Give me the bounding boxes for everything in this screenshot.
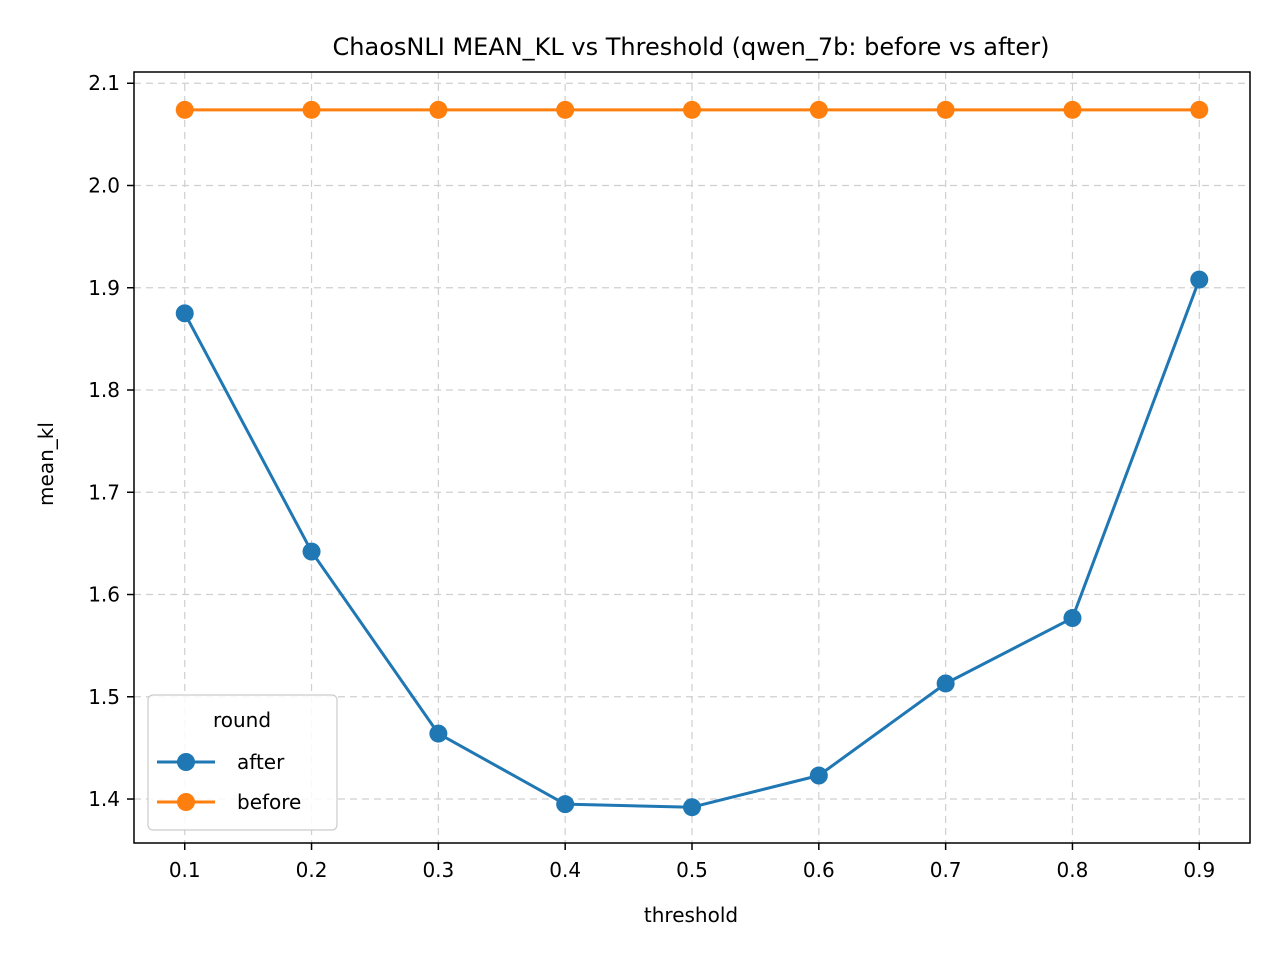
data-point-before-0.7: [936, 100, 955, 119]
series-layer: [175, 100, 1209, 817]
legend-box: [147, 694, 338, 831]
legend-before-label: before: [237, 790, 301, 814]
x-tick-label: 0.1: [169, 858, 201, 882]
legend-title: round: [213, 708, 271, 732]
y-tick-label: 1.8: [88, 378, 120, 402]
data-point-after-0.3: [429, 724, 448, 743]
x-tick-label: 0.2: [296, 858, 328, 882]
x-tick-label: 0.3: [422, 858, 454, 882]
data-point-after-0.1: [175, 304, 194, 323]
y-tick-label: 1.9: [88, 276, 120, 300]
x-tick-label: 0.5: [676, 858, 708, 882]
data-point-before-0.4: [556, 100, 575, 119]
data-point-after-0.4: [556, 795, 575, 814]
data-point-after-0.5: [683, 798, 701, 817]
data-point-after-0.6: [809, 766, 828, 785]
legend-before-marker: [177, 793, 195, 811]
x-tick-label: 0.9: [1183, 858, 1215, 882]
data-point-before-0.1: [175, 100, 194, 119]
x-tick-label: 0.6: [803, 858, 835, 882]
data-point-before-0.8: [1063, 100, 1082, 119]
y-axis-title: mean_kl: [34, 422, 58, 506]
y-tick-label: 1.4: [88, 787, 120, 811]
y-tick-label: 1.6: [88, 583, 120, 607]
x-tick-label: 0.4: [549, 858, 581, 882]
data-point-after-0.8: [1063, 609, 1082, 628]
y-tick-label: 1.7: [88, 480, 120, 504]
data-point-before-0.2: [302, 100, 321, 119]
x-axis-title: threshold: [644, 903, 738, 927]
x-tick-label: 0.7: [930, 858, 962, 882]
data-point-before-0.3: [429, 100, 448, 119]
chart-title: ChaosNLI MEAN_KL vs Threshold (qwen_7b: …: [333, 33, 1050, 61]
legend-after-marker: [177, 753, 195, 771]
data-point-before-0.9: [1190, 100, 1209, 119]
legend: round after before: [147, 694, 338, 831]
data-point-before-0.5: [683, 100, 701, 119]
axes-layer: 0.1 0.2 0.3 0.4 0.5 0.6 0.7 0.8 0.9 1.4 1.5 1.6 1.7 1…: [88, 71, 1251, 882]
y-tick-label: 2.1: [88, 71, 120, 95]
data-point-before-0.6: [809, 100, 828, 119]
legend-after-label: after: [237, 750, 285, 774]
y-tick-label: 1.5: [88, 685, 120, 709]
data-point-after-0.7: [936, 674, 955, 693]
x-tick-label: 0.8: [1057, 858, 1089, 882]
y-tick-label: 2.0: [88, 174, 120, 198]
data-point-after-0.2: [302, 542, 321, 561]
data-point-after-0.9: [1190, 270, 1209, 289]
